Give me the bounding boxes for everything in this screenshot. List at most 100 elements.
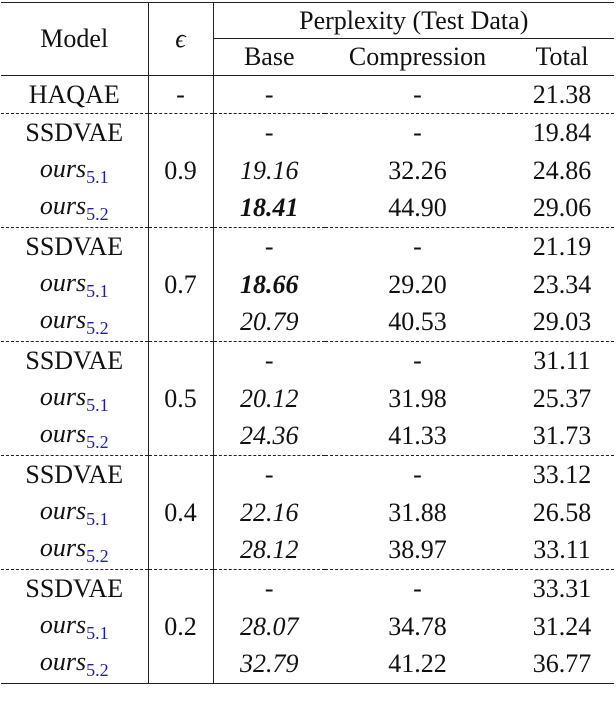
total: 31.11 xyxy=(510,341,614,380)
compression: - xyxy=(413,79,422,109)
base: - xyxy=(213,569,325,608)
row: ours5.1 19.16 32.26 24.86 xyxy=(1,151,614,190)
base: 18.66 xyxy=(240,269,299,299)
row: SSDVAE 0.9- -19.84 xyxy=(1,113,614,228)
base: 28.12 xyxy=(240,535,299,565)
epsilon: 0.4 xyxy=(148,455,214,570)
model: ours5.2 xyxy=(1,417,149,456)
compression: - xyxy=(325,341,510,380)
header-model: Model xyxy=(1,2,149,76)
model-name: ours xyxy=(39,533,87,563)
base: - xyxy=(213,227,325,266)
model: SSDVAE xyxy=(1,455,149,494)
model: SSDVAE xyxy=(1,569,149,608)
model-subscript: 5.2 xyxy=(86,432,109,453)
row: ours5.1 20.12 31.98 25.37 xyxy=(1,379,614,418)
compression: 41.22 xyxy=(388,649,447,679)
model-subscript: 5.2 xyxy=(86,204,109,225)
base: 22.16 xyxy=(240,497,299,527)
model-subscript: 5.1 xyxy=(86,508,109,529)
total: 33.31 xyxy=(510,569,614,608)
compression: 31.98 xyxy=(388,383,447,413)
epsilon: 0.7 xyxy=(148,227,214,342)
compression: 29.20 xyxy=(388,269,447,299)
total: 24.86 xyxy=(532,155,592,185)
model-subscript: 5.1 xyxy=(86,394,109,415)
model: ours5.2 xyxy=(1,189,149,228)
row: ours5.2 32.79 41.22 36.77 xyxy=(1,645,614,684)
header-base: Base xyxy=(213,38,325,76)
epsilon: 0.9 xyxy=(148,113,214,228)
row: ours5.1 22.16 31.88 26.58 xyxy=(1,493,614,532)
model: SSDVAE xyxy=(1,113,149,152)
model-subscript: 5.2 xyxy=(86,660,109,681)
model: ours5.1 xyxy=(1,265,149,304)
base: 19.16 xyxy=(240,155,299,185)
model: ours5.2 xyxy=(1,645,149,684)
model-name: ours xyxy=(39,609,87,639)
compression: 40.53 xyxy=(388,307,447,337)
model-name: ours xyxy=(39,647,87,677)
base: 18.41 xyxy=(240,193,299,223)
row: ours5.2 28.12 38.97 33.11 xyxy=(1,531,614,570)
compression: 41.33 xyxy=(388,421,447,451)
model: ours5.1 xyxy=(1,379,149,418)
model-name: ours xyxy=(39,381,87,411)
row: SSDVAE 0.2- -33.31 xyxy=(1,569,614,684)
model: HAQAE xyxy=(1,75,149,114)
table-body: HAQAE - - - 21.38 SSDVAE 0.9- -19.84 ours5.… xyxy=(1,75,614,684)
base: 20.79 xyxy=(240,307,299,337)
total: 19.84 xyxy=(510,113,614,152)
model: ours5.1 xyxy=(1,493,149,532)
row: SSDVAE 0.7- -21.19 xyxy=(1,227,614,342)
total: 21.38 xyxy=(532,79,592,109)
compression: - xyxy=(325,113,510,152)
epsilon: 0.5 xyxy=(148,341,214,456)
model-name: ours xyxy=(39,495,87,525)
model-name: SSDVAE xyxy=(25,345,124,375)
base: 20.12 xyxy=(240,383,299,413)
model: ours5.1 xyxy=(1,607,149,646)
model-subscript: 5.2 xyxy=(86,546,109,567)
header-total: Total xyxy=(510,38,614,76)
base: - xyxy=(264,79,274,109)
model: ours5.2 xyxy=(1,303,149,342)
total: 31.73 xyxy=(532,421,592,451)
header-perplexity: Perplexity (Test Data) xyxy=(213,2,614,39)
model-name: SSDVAE xyxy=(25,573,124,603)
row: ours5.2 20.79 40.53 29.03 xyxy=(1,303,614,342)
row: ours5.2 24.36 41.33 31.73 xyxy=(1,417,614,456)
total: 31.24 xyxy=(532,611,592,641)
row: SSDVAE 0.4- -33.12 xyxy=(1,455,614,570)
model-subscript: 5.1 xyxy=(86,166,109,187)
model: SSDVAE xyxy=(1,227,149,266)
total: 29.03 xyxy=(532,307,592,337)
base: - xyxy=(213,113,325,152)
total: 25.37 xyxy=(532,383,592,413)
model-name: SSDVAE xyxy=(25,231,124,261)
epsilon: - xyxy=(148,75,214,114)
total: 23.34 xyxy=(532,269,592,299)
model-name: ours xyxy=(39,153,87,183)
header-compression: Compression xyxy=(325,38,510,76)
model-name: ours xyxy=(39,419,87,449)
model-name: ours xyxy=(39,267,87,297)
total: 21.19 xyxy=(510,227,614,266)
row: ours5.2 18.41 44.90 29.06 xyxy=(1,189,614,228)
compression: 32.26 xyxy=(388,155,447,185)
model-subscript: 5.1 xyxy=(86,280,109,301)
model-name: SSDVAE xyxy=(25,117,124,147)
compression: - xyxy=(325,227,510,266)
total: 29.06 xyxy=(532,193,592,223)
results-table: Model ϵ Perplexity (Test Data) Base Comp… xyxy=(1,2,614,684)
total: 36.77 xyxy=(532,649,592,679)
compression: 31.88 xyxy=(388,497,447,527)
compression: - xyxy=(325,455,510,494)
model-subscript: 5.2 xyxy=(86,318,109,339)
base: - xyxy=(213,455,325,494)
model: SSDVAE xyxy=(1,341,149,380)
row: ours5.1 28.07 34.78 31.24 xyxy=(1,607,614,646)
base: 32.79 xyxy=(240,649,299,679)
model-name: SSDVAE xyxy=(25,459,124,489)
